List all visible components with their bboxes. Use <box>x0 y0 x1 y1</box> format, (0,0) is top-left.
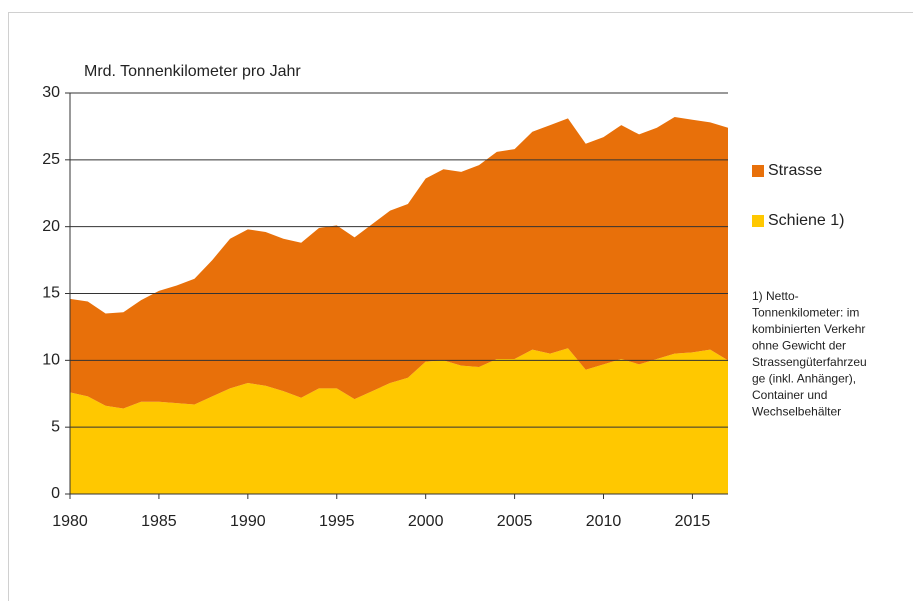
y-tick-label: 30 <box>42 84 60 101</box>
legend-swatch <box>752 165 764 177</box>
x-tick-label: 1985 <box>141 513 177 530</box>
area <box>70 348 728 494</box>
x-tick-label: 2015 <box>675 513 711 530</box>
y-tick-label: 20 <box>42 218 60 235</box>
footnote: Container und <box>752 388 827 402</box>
footnote: Tonnenkilometer: im <box>752 306 859 320</box>
y-tick-label: 0 <box>51 485 60 502</box>
area <box>70 117 728 409</box>
x-tick-label: 2010 <box>586 513 622 530</box>
legend-label: Schiene 1) <box>768 212 845 229</box>
x-tick-label: 1990 <box>230 513 266 530</box>
y-tick-label: 10 <box>42 352 60 369</box>
footnote: ohne Gewicht der <box>752 339 846 353</box>
x-tick-label: 2000 <box>408 513 444 530</box>
y-tick-label: 25 <box>42 151 60 168</box>
legend-swatch <box>752 215 764 227</box>
frame <box>8 12 913 601</box>
y-axis-label: Mrd. Tonnenkilometer pro Jahr <box>84 63 301 80</box>
x-tick-label: 1980 <box>52 513 88 530</box>
footnote: kombinierten Verkehr <box>752 322 865 336</box>
footnote: Strassengüterfahrzeu <box>752 355 867 369</box>
y-tick-label: 15 <box>42 285 60 302</box>
legend-label: Strasse <box>768 162 822 179</box>
footnote: ge (inkl. Anhänger), <box>752 372 856 386</box>
footnote: Wechselbehälter <box>752 405 841 419</box>
y-tick-label: 5 <box>51 418 60 435</box>
footnote: 1) Netto- <box>752 289 799 303</box>
x-tick-label: 2005 <box>497 513 533 530</box>
x-tick-label: 1995 <box>319 513 355 530</box>
